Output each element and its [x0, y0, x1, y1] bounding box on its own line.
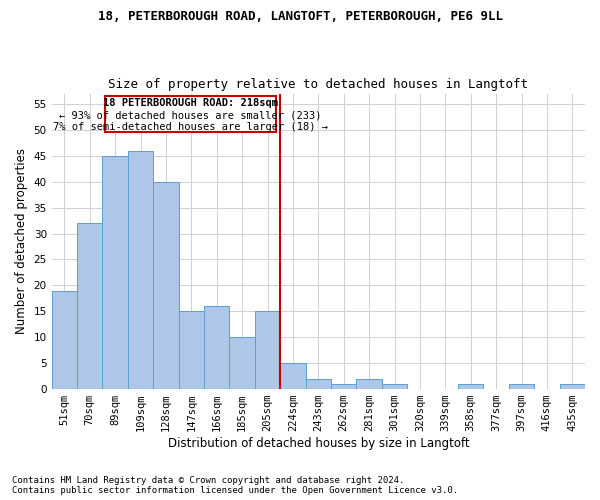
Bar	[179, 312, 204, 389]
Bar	[77, 223, 103, 389]
Bar	[382, 384, 407, 389]
FancyBboxPatch shape	[105, 96, 277, 132]
Bar	[255, 312, 280, 389]
Bar	[458, 384, 484, 389]
Text: 18, PETERBOROUGH ROAD, LANGTOFT, PETERBOROUGH, PE6 9LL: 18, PETERBOROUGH ROAD, LANGTOFT, PETERBO…	[97, 10, 503, 23]
Bar	[280, 363, 305, 389]
Bar	[52, 290, 77, 389]
Bar	[204, 306, 229, 389]
Text: 18 PETERBOROUGH ROAD: 218sqm: 18 PETERBOROUGH ROAD: 218sqm	[103, 98, 278, 108]
Text: ← 93% of detached houses are smaller (233): ← 93% of detached houses are smaller (23…	[59, 110, 322, 120]
Y-axis label: Number of detached properties: Number of detached properties	[15, 148, 28, 334]
Bar	[128, 150, 153, 389]
Bar	[305, 378, 331, 389]
Bar	[153, 182, 179, 389]
Bar	[560, 384, 585, 389]
Bar	[103, 156, 128, 389]
Text: 7% of semi-detached houses are larger (18) →: 7% of semi-detached houses are larger (1…	[53, 122, 328, 132]
Bar	[509, 384, 534, 389]
X-axis label: Distribution of detached houses by size in Langtoft: Distribution of detached houses by size …	[167, 437, 469, 450]
Bar	[229, 337, 255, 389]
Bar	[331, 384, 356, 389]
Title: Size of property relative to detached houses in Langtoft: Size of property relative to detached ho…	[109, 78, 529, 91]
Bar	[356, 378, 382, 389]
Text: Contains HM Land Registry data © Crown copyright and database right 2024.
Contai: Contains HM Land Registry data © Crown c…	[12, 476, 458, 495]
